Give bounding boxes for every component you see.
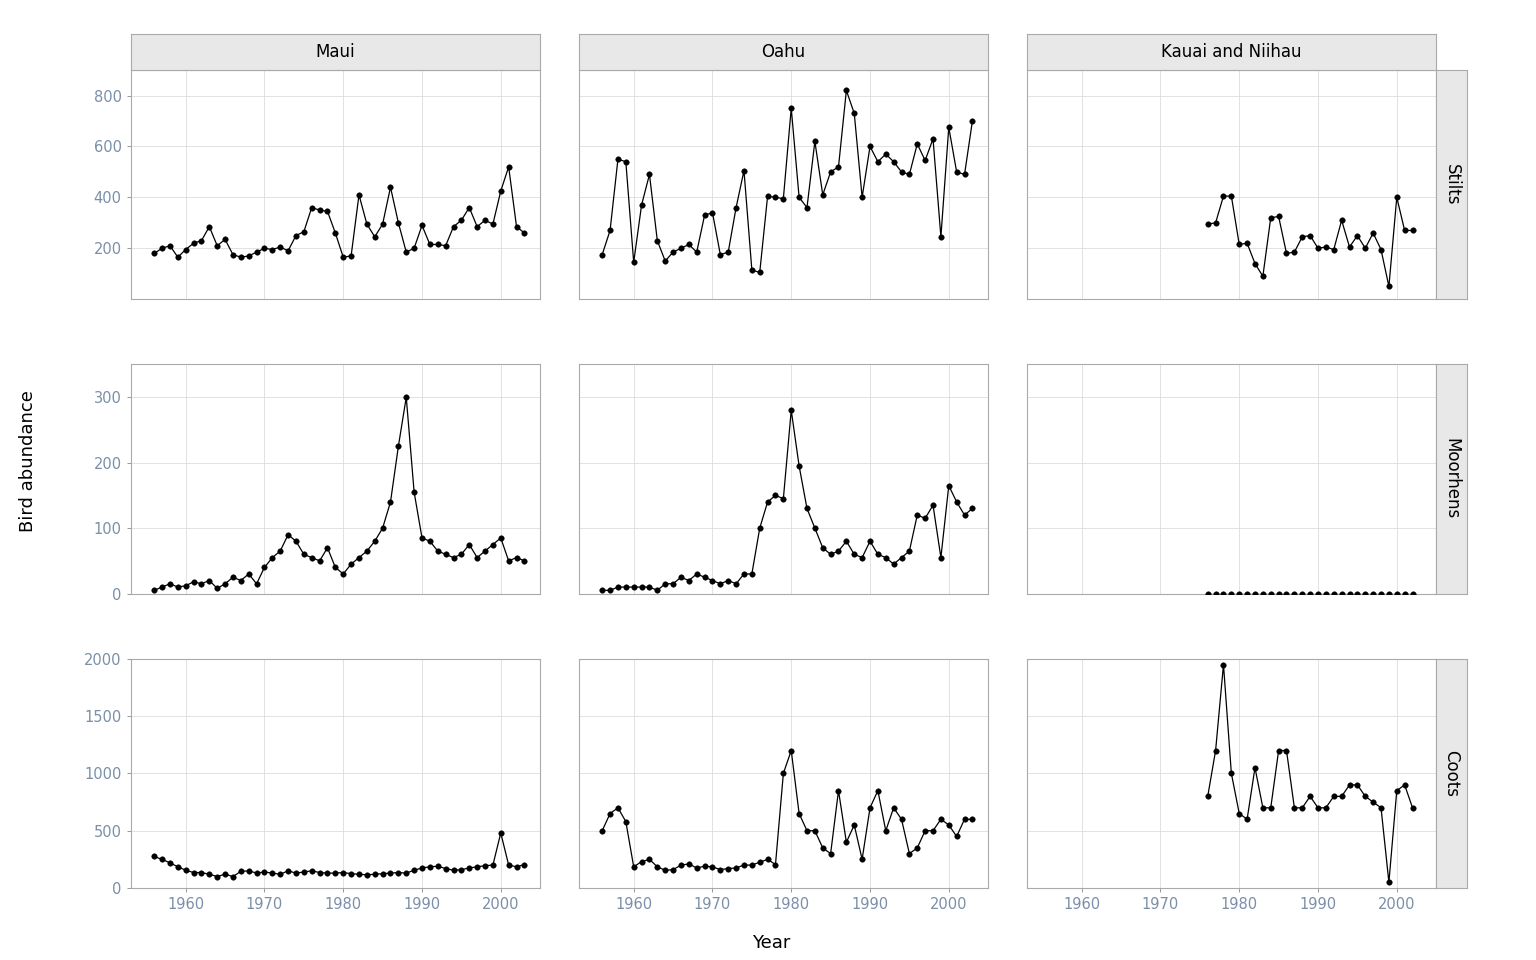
Text: Moorhens: Moorhens xyxy=(1442,439,1461,519)
Text: Coots: Coots xyxy=(1442,750,1461,797)
Text: Oahu: Oahu xyxy=(762,43,805,60)
Text: Kauai and Niihau: Kauai and Niihau xyxy=(1161,43,1301,60)
Text: Maui: Maui xyxy=(315,43,355,60)
Text: Year: Year xyxy=(753,934,790,951)
Text: Bird abundance: Bird abundance xyxy=(18,390,37,532)
Text: Stilts: Stilts xyxy=(1442,164,1461,205)
